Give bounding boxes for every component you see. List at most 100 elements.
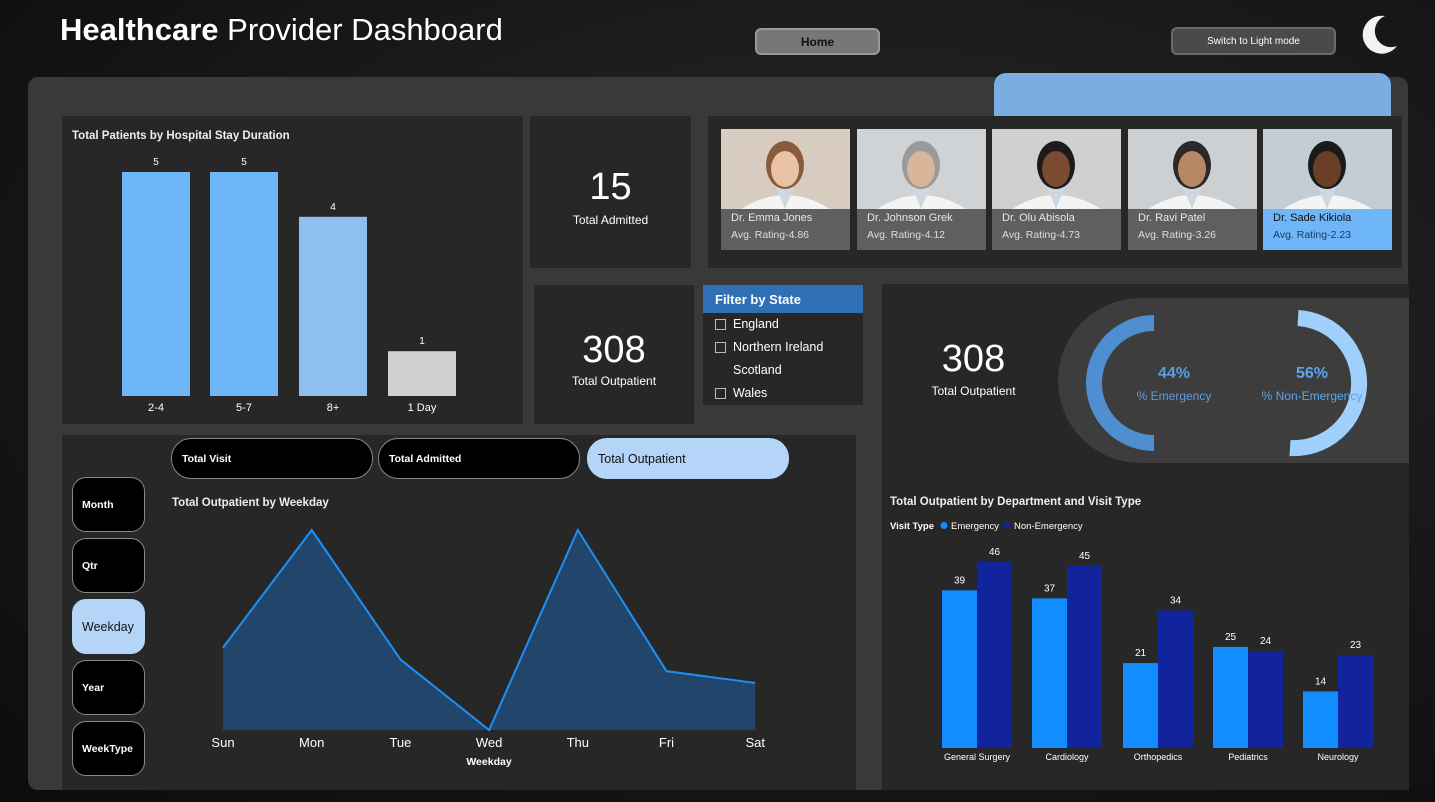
department-chart: Visit Type Emergency Non-Emergency 39 46 Gene…: [890, 521, 1373, 762]
doctor-photo: [1263, 129, 1392, 209]
stay-bar[interactable]: [299, 216, 367, 396]
period-button[interactable]: Month: [72, 477, 145, 532]
weekday-tick-label: Tue: [389, 735, 411, 750]
filter-option[interactable]: Northern Ireland: [715, 340, 823, 354]
kpi-admitted-card: 15 Total Admitted: [530, 116, 691, 268]
stay-bar[interactable]: [122, 172, 190, 396]
stay-tick-label: 1 Day: [408, 402, 437, 414]
stay-bar-label: 1: [419, 336, 425, 347]
dept-bar-label: 46: [989, 547, 1001, 558]
filter-option-label: England: [733, 317, 779, 331]
weekday-card: Total Outpatient by Weekday Sun Mon Tue Wed…: [62, 435, 856, 790]
state-filter: Filter by State England Northern Ireland S…: [703, 285, 863, 405]
period-button[interactable]: Year: [72, 660, 145, 715]
doctor-card[interactable]: Dr. Johnson Grek Avg. Rating-4.12: [857, 129, 986, 250]
doctor-photo: [992, 129, 1121, 209]
legend-entry: Emergency: [951, 521, 999, 532]
stay-duration-chart: 5 2-4 5 5-7 4 8+ 1 1 Day: [122, 157, 456, 414]
dept-bar[interactable]: [1032, 598, 1067, 748]
dept-bar[interactable]: [1067, 566, 1102, 748]
stay-chart-title: Total Patients by Hospital Stay Duration: [72, 130, 290, 142]
dept-bar[interactable]: [1123, 663, 1158, 748]
filter-option[interactable]: England: [715, 317, 779, 331]
metric-tab[interactable]: Total Outpatient: [587, 438, 789, 479]
weekday-area: [223, 530, 756, 730]
period-button[interactable]: Qtr: [72, 538, 145, 593]
weekday-point[interactable]: [575, 528, 580, 533]
weekday-point[interactable]: [309, 528, 314, 533]
doctor-card[interactable]: Dr. Sade Kikiola Avg. Rating-2.23: [1263, 129, 1392, 250]
dept-bar-label: 34: [1170, 596, 1182, 607]
dept-bar[interactable]: [1213, 646, 1248, 748]
doctor-name: Dr. Emma Jones: [731, 212, 813, 224]
dept-bar-label: 23: [1350, 640, 1362, 651]
non-emergency-pct: 56%: [1296, 365, 1328, 382]
dept-tick-label: Orthopedics: [1134, 752, 1183, 762]
doctor-rating: Avg. Rating-4.86: [731, 229, 810, 241]
dept-bar[interactable]: [1248, 650, 1283, 748]
checkbox-icon[interactable]: [715, 387, 726, 399]
weekday-point[interactable]: [487, 728, 492, 733]
kpi-outpatient-label: Total Outpatient: [571, 374, 657, 388]
stay-tick-label: 5-7: [236, 402, 252, 414]
doctor-rating: Avg. Rating-2.23: [1273, 229, 1352, 241]
stay-bar[interactable]: [388, 351, 456, 396]
dept-bar[interactable]: [977, 562, 1012, 748]
filter-option-label: Northern Ireland: [733, 340, 824, 354]
period-button[interactable]: WeekType: [72, 721, 145, 776]
doctor-card[interactable]: Dr. Olu Abisola Avg. Rating-4.73: [992, 129, 1121, 250]
doctor-card[interactable]: Dr. Emma Jones Avg. Rating-4.86: [721, 129, 850, 250]
checkbox-icon[interactable]: [715, 365, 726, 376]
checkbox-icon[interactable]: [715, 318, 726, 330]
weekday-point[interactable]: [753, 680, 758, 685]
legend-dot-icon: [940, 522, 948, 529]
stay-bar-label: 5: [153, 157, 159, 168]
non-emergency-arc[interactable]: [1289, 310, 1368, 457]
doctor-card[interactable]: Dr. Ravi Patel Avg. Rating-3.26: [1128, 129, 1257, 250]
dept-bar-label: 39: [954, 575, 966, 586]
legend-title: Visit Type: [890, 521, 934, 532]
moon-icon[interactable]: [1355, 12, 1401, 58]
dept-bar-label: 21: [1135, 648, 1147, 659]
stay-bar-label: 5: [241, 157, 247, 168]
filter-option[interactable]: Scotland: [715, 363, 782, 377]
emergency-arc[interactable]: [1086, 315, 1155, 451]
home-button[interactable]: Home: [755, 28, 880, 55]
dept-tick-label: Neurology: [1317, 752, 1359, 762]
emergency-pct: 44%: [1158, 365, 1190, 382]
period-button[interactable]: Weekday: [72, 599, 145, 654]
dept-bar[interactable]: [942, 590, 977, 748]
legend-dot-icon: [1003, 522, 1011, 529]
dept-bar-label: 25: [1225, 632, 1237, 643]
metric-tab[interactable]: Total Admitted: [378, 438, 580, 479]
dept-bar[interactable]: [1303, 691, 1338, 748]
metric-tab[interactable]: Total Visit: [171, 438, 373, 479]
weekday-tick-label: Thu: [567, 735, 589, 750]
light-mode-toggle-button[interactable]: Switch to Light mode: [1171, 27, 1336, 55]
checkbox-icon[interactable]: [715, 341, 726, 353]
doctor-name: Dr. Sade Kikiola: [1273, 212, 1352, 224]
doctor-photo: [721, 129, 850, 209]
weekday-point[interactable]: [398, 657, 403, 662]
weekday-chart: Sun Mon Tue Wed Thu Fri Sat Weekday: [211, 527, 765, 768]
doctor-name: Dr. Johnson Grek: [867, 212, 953, 224]
dept-bar[interactable]: [1338, 655, 1373, 748]
kpi-outpatient-value-2: 308: [941, 338, 1006, 380]
filter-option-label: Scotland: [733, 363, 782, 377]
weekday-tick-label: Mon: [299, 735, 324, 750]
doctor-name: Dr. Ravi Patel: [1138, 212, 1206, 224]
stay-tick-label: 2-4: [148, 402, 164, 414]
dept-chart-title: Total Outpatient by Department and Visit…: [890, 496, 1142, 508]
dept-bar-label: 24: [1260, 636, 1272, 647]
dept-bar[interactable]: [1158, 610, 1193, 748]
doctor-name: Dr. Olu Abisola: [1002, 212, 1075, 224]
dept-tick-label: Cardiology: [1045, 752, 1089, 762]
weekday-point[interactable]: [221, 645, 226, 650]
weekday-point[interactable]: [664, 669, 669, 674]
filter-option[interactable]: Wales: [715, 386, 767, 400]
stay-bar[interactable]: [210, 172, 278, 396]
kpi-admitted-label: Total Admitted: [572, 213, 649, 227]
weekday-axis-label: Weekday: [466, 756, 511, 768]
kpi-outpatient-value: 308: [582, 329, 646, 371]
tab-accent: [994, 73, 1391, 117]
